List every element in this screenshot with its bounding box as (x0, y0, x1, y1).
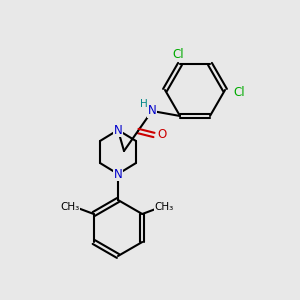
Text: H: H (140, 99, 148, 109)
Text: N: N (148, 104, 156, 118)
Text: N: N (114, 124, 122, 136)
Text: O: O (158, 128, 166, 142)
Text: Cl: Cl (233, 85, 245, 98)
Text: CH₃: CH₃ (60, 202, 80, 212)
Text: CH₃: CH₃ (154, 202, 174, 212)
Text: N: N (114, 167, 122, 181)
Text: Cl: Cl (172, 47, 184, 61)
